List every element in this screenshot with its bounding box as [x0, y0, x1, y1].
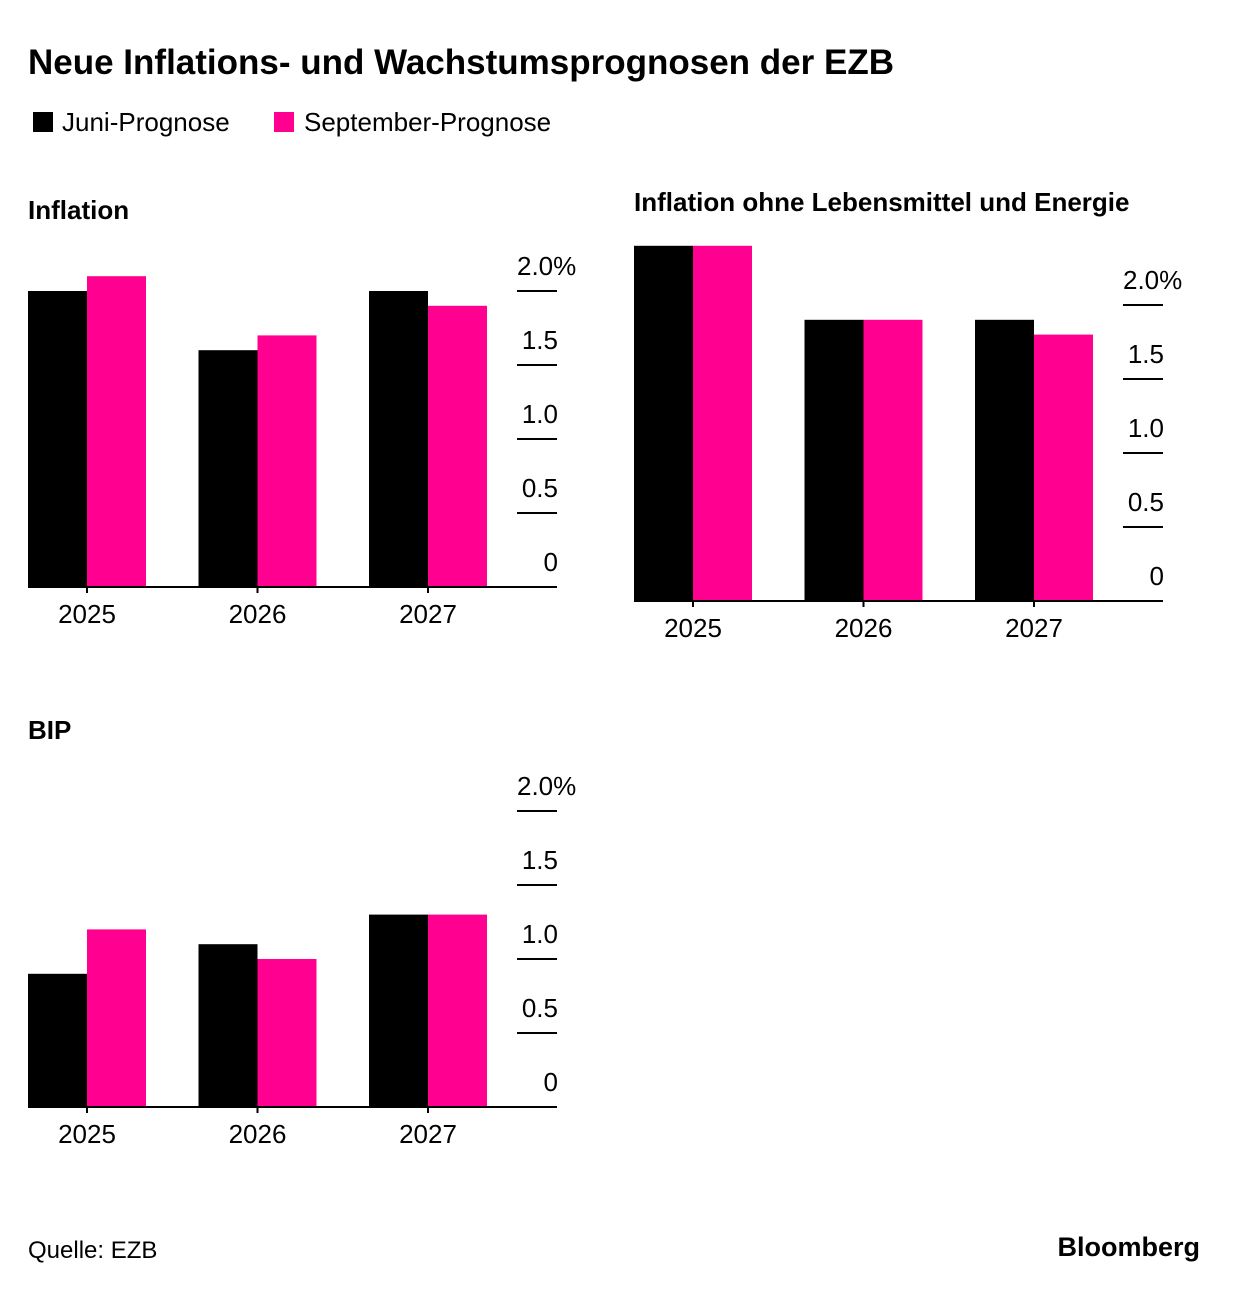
x-tick-label: 2027: [399, 1119, 457, 1149]
bar: [693, 245, 752, 602]
y-tick-label: 1.5: [522, 325, 558, 355]
bar: [863, 319, 923, 601]
brand: Bloomberg: [1057, 1232, 1200, 1262]
y-tick-label: 1.0: [522, 399, 558, 429]
panel-title: Inflation ohne Lebensmittel und Energie: [634, 187, 1129, 217]
bar: [369, 914, 428, 1107]
y-tick-label: 2.0%: [517, 251, 576, 281]
bar: [28, 291, 87, 587]
x-tick-label: 2026: [229, 599, 287, 629]
y-tick-label: 0.5: [522, 993, 558, 1023]
panel-title: Inflation: [28, 195, 129, 225]
bar: [634, 245, 693, 602]
x-tick-label: 2026: [229, 1119, 287, 1149]
x-tick-label: 2026: [835, 613, 893, 643]
panel-title: BIP: [28, 715, 71, 745]
y-tick-label: 1.0: [1128, 413, 1164, 443]
x-tick-label: 2025: [664, 613, 722, 643]
bar: [428, 305, 487, 587]
chart-title: Neue Inflations- und Wachstumsprognosen …: [28, 43, 894, 82]
source: Quelle: EZB: [28, 1237, 157, 1264]
bar: [257, 959, 317, 1107]
legend-swatch: [33, 112, 53, 132]
y-tick-label: 0: [544, 547, 558, 577]
y-tick-label: 0.5: [1128, 487, 1164, 517]
bar: [198, 944, 258, 1107]
x-tick-label: 2025: [58, 599, 116, 629]
bar: [28, 973, 87, 1107]
legend-label: September-Prognose: [304, 107, 551, 137]
y-tick-label: 0: [544, 1067, 558, 1097]
x-tick-label: 2027: [1005, 613, 1063, 643]
y-tick-label: 1.5: [522, 845, 558, 875]
legend-swatch: [274, 112, 294, 132]
y-tick-label: 1.5: [1128, 339, 1164, 369]
legend-label: Juni-Prognose: [62, 107, 230, 137]
y-tick-label: 1.0: [522, 919, 558, 949]
y-tick-label: 2.0%: [1123, 265, 1182, 295]
bar: [198, 350, 258, 587]
bar: [87, 276, 146, 587]
bar: [369, 291, 428, 587]
bar: [1034, 334, 1093, 601]
bar: [975, 319, 1034, 601]
x-tick-label: 2025: [58, 1119, 116, 1149]
y-tick-label: 2.0%: [517, 771, 576, 801]
bar: [804, 319, 864, 601]
bar: [87, 929, 146, 1107]
bar: [257, 335, 317, 587]
x-tick-label: 2027: [399, 599, 457, 629]
bar: [428, 914, 487, 1107]
y-tick-label: 0.5: [522, 473, 558, 503]
y-tick-label: 0: [1150, 561, 1164, 591]
